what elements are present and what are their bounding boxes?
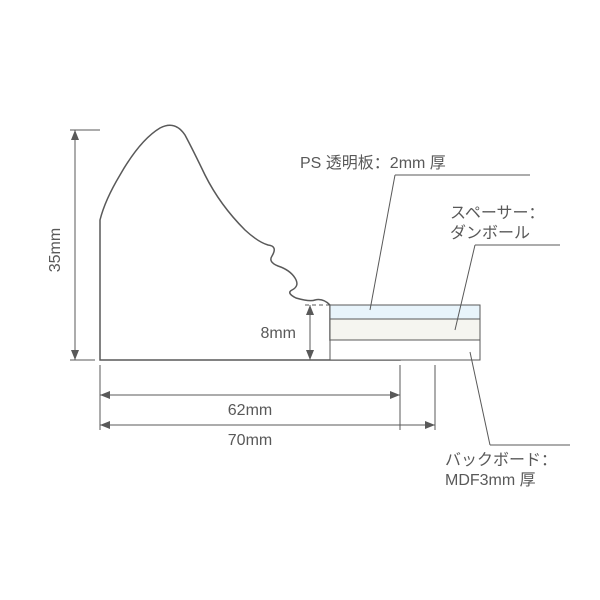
- transparent-panel-text: PS 透明板：2mm 厚: [300, 154, 446, 172]
- cross-section-diagram: 35mm 62mm 70mm 8mm PS 透明板：2mm 厚 スペーサー: [0, 0, 600, 600]
- spacer-text-1: スペーサー：: [450, 205, 545, 222]
- backboard-callout: バックボード： MDF3mm 厚: [445, 352, 570, 489]
- height-label: 35mm: [47, 228, 64, 272]
- spacer-layer: [330, 319, 480, 340]
- backboard-text-2: MDF3mm 厚: [445, 472, 536, 489]
- width-62-dimension: 62mm: [100, 365, 400, 430]
- rabbet-label: 8mm: [260, 325, 296, 342]
- backboard-layer: [330, 340, 480, 360]
- transparent-panel-layer: [330, 305, 480, 319]
- rabbet-dimension: 8mm: [260, 305, 330, 360]
- width-62-label: 62mm: [228, 402, 272, 419]
- height-dimension: 35mm: [47, 130, 100, 360]
- panel-layers: [330, 305, 480, 360]
- backboard-text-1: バックボード：: [445, 451, 557, 469]
- spacer-text-2: ダンボール: [450, 224, 530, 242]
- width-70-label: 70mm: [228, 432, 272, 449]
